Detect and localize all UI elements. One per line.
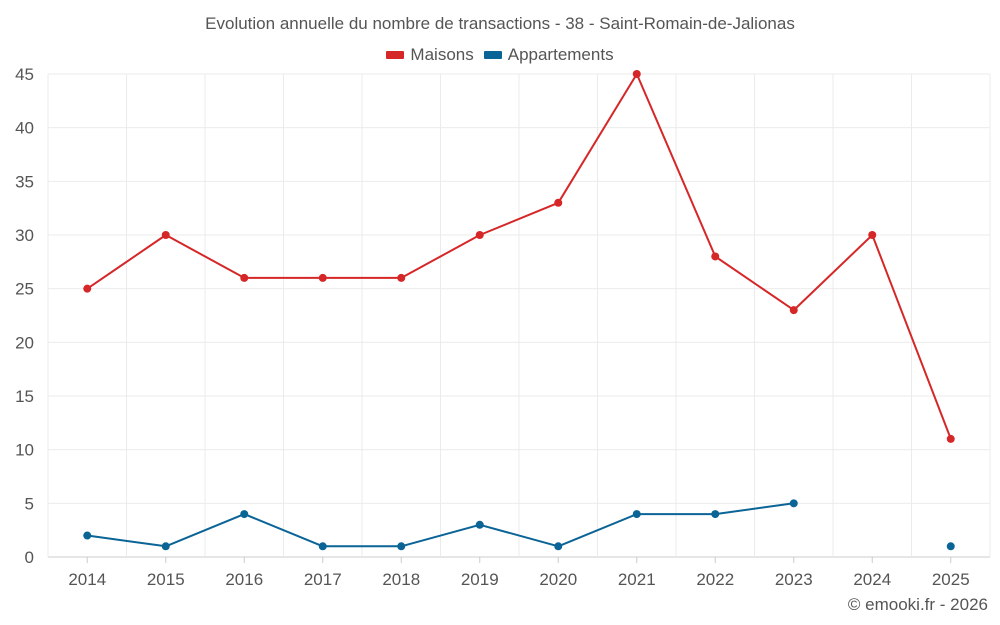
data-point-appartements	[397, 542, 406, 551]
data-point-appartements	[83, 531, 92, 540]
x-tick-label: 2014	[68, 570, 106, 589]
data-point-appartements	[554, 542, 563, 551]
data-point-appartements	[632, 510, 641, 519]
data-point-maisons	[868, 231, 877, 239]
y-tick-label: 10	[15, 441, 34, 460]
data-point-maisons	[318, 273, 327, 282]
y-tick-label: 5	[25, 494, 34, 513]
data-point-appartements	[711, 510, 720, 519]
x-tick-label: 2021	[618, 570, 656, 589]
chart-title: Evolution annuelle du nombre de transact…	[205, 14, 795, 33]
legend-swatch-appartements	[483, 51, 502, 59]
legend-item-appartements[interactable]: Appartements	[483, 45, 614, 65]
x-tick-label: 2022	[696, 570, 734, 589]
data-point-appartements	[946, 542, 955, 551]
y-tick-label: 35	[15, 172, 34, 191]
y-tick-label: 15	[15, 387, 34, 406]
data-point-maisons	[397, 273, 406, 282]
legend-item-maisons[interactable]: Maisons	[386, 45, 474, 65]
data-point-appartements	[318, 542, 327, 551]
data-point-maisons	[240, 273, 249, 282]
copyright-text: © emooki.fr - 2026	[847, 595, 988, 614]
data-point-maisons	[475, 231, 484, 239]
y-tick-label: 25	[15, 280, 34, 299]
x-tick-label: 2019	[461, 570, 499, 589]
data-point-maisons	[789, 306, 798, 315]
data-point-maisons	[161, 231, 170, 239]
data-point-maisons	[711, 252, 720, 261]
x-tick-label: 2016	[225, 570, 263, 589]
x-tick-label: 2024	[853, 570, 891, 589]
y-tick-label: 30	[15, 226, 34, 245]
data-point-maisons	[554, 198, 563, 207]
y-tick-label: 40	[15, 119, 34, 138]
x-tick-label: 2017	[304, 570, 342, 589]
series-line-maisons	[86, 73, 952, 440]
y-tick-label: 0	[25, 548, 34, 567]
legend-label-maisons: Maisons	[410, 45, 474, 64]
legend-label-appartements: Appartements	[507, 45, 614, 64]
x-tick-label: 2015	[147, 570, 185, 589]
y-tick-label: 45	[15, 65, 34, 84]
data-point-appartements	[789, 499, 798, 508]
x-tick-label: 2018	[382, 570, 420, 589]
y-tick-label: 20	[15, 333, 34, 352]
legend-swatch-maisons	[386, 51, 405, 59]
x-tick-label: 2025	[932, 570, 970, 589]
legend: Maisons Appartements	[0, 45, 1000, 65]
x-tick-label: 2020	[539, 570, 577, 589]
data-point-appartements	[161, 542, 170, 551]
data-point-appartements	[240, 510, 249, 519]
x-tick-label: 2023	[775, 570, 813, 589]
data-point-maisons	[946, 434, 955, 443]
data-point-appartements	[475, 520, 484, 529]
data-point-maisons	[632, 70, 641, 78]
data-point-maisons	[83, 284, 92, 293]
